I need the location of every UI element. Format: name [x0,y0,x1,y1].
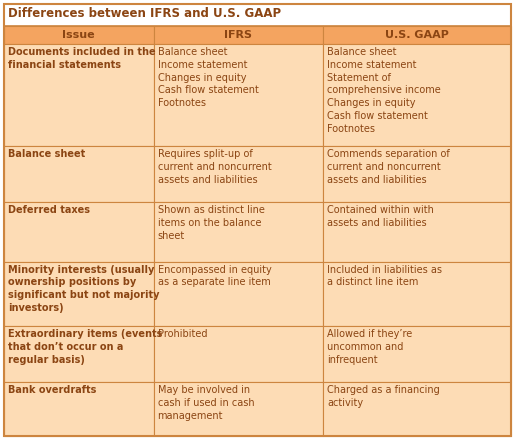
Bar [153,202,323,261]
Bar [153,44,323,147]
Text: Documents included in the
financial statements: Documents included in the financial stat… [8,47,156,70]
Bar [323,202,511,261]
Text: Minority interests (usually
ownership positions by
significant but not majority
: Minority interests (usually ownership po… [8,264,160,313]
Text: Extraordinary items (events
that don’t occur on a
regular basis): Extraordinary items (events that don’t o… [8,329,162,365]
Text: Bank overdrafts: Bank overdrafts [8,385,96,395]
Bar [153,147,323,202]
Text: U.S. GAAP: U.S. GAAP [385,30,449,40]
Bar [4,26,153,44]
Text: May be involved in
cash if used in cash
management: May be involved in cash if used in cash … [158,385,254,421]
Bar [323,326,511,382]
Text: IFRS: IFRS [225,30,252,40]
Text: Allowed if they’re
uncommon and
infrequent: Allowed if they’re uncommon and infreque… [328,329,413,365]
Text: Deferred taxes: Deferred taxes [8,205,90,215]
Bar [153,261,323,326]
Bar [323,382,511,436]
Bar [4,147,153,202]
Text: Requires split-up of
current and noncurrent
assets and liabilities: Requires split-up of current and noncurr… [158,149,271,185]
Bar [153,26,323,44]
Text: Differences between IFRS and U.S. GAAP: Differences between IFRS and U.S. GAAP [8,7,281,20]
Bar [4,4,511,26]
Text: Encompassed in equity
as a separate line item: Encompassed in equity as a separate line… [158,264,271,287]
Bar [4,382,153,436]
Bar [4,326,153,382]
Bar [323,44,511,147]
Bar [4,202,153,261]
Text: Commends separation of
current and noncurrent
assets and liabilities: Commends separation of current and noncu… [328,149,450,185]
Bar [4,44,153,147]
Text: Balance sheet
Income statement
Statement of
comprehensive income
Changes in equi: Balance sheet Income statement Statement… [328,47,441,134]
Bar [4,261,153,326]
Bar [153,326,323,382]
Bar [153,382,323,436]
Bar [323,26,511,44]
Text: Issue: Issue [62,30,95,40]
Text: Shown as distinct line
items on the balance
sheet: Shown as distinct line items on the bala… [158,205,264,241]
Text: Included in liabilities as
a distinct line item: Included in liabilities as a distinct li… [328,264,442,287]
Bar [323,147,511,202]
Text: Balance sheet
Income statement
Changes in equity
Cash flow statement
Footnotes: Balance sheet Income statement Changes i… [158,47,259,108]
Text: Prohibited: Prohibited [158,329,207,339]
Bar [323,261,511,326]
Text: Balance sheet: Balance sheet [8,149,85,159]
Text: Contained within with
assets and liabilities: Contained within with assets and liabili… [328,205,434,228]
Text: Charged as a financing
activity: Charged as a financing activity [328,385,440,408]
